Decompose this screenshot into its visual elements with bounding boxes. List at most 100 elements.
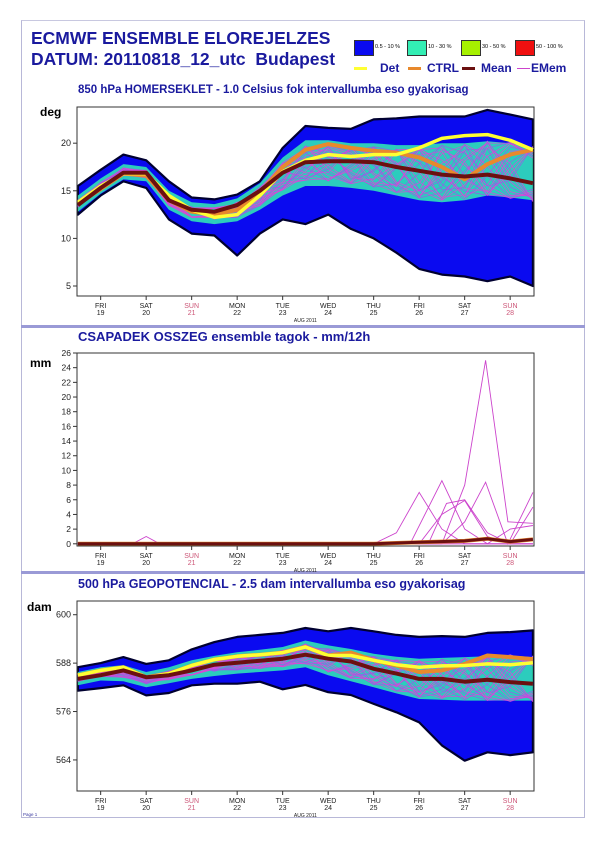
x-tick-date: 28 [506,310,514,317]
precip-chart-title: CSAPADEK OSSZEG ensemble tagok - mm/12h [78,329,371,344]
x-tick-date: 24 [324,560,332,567]
x-tick-weekday: FRI [414,553,425,560]
x-tick-weekday: THU [366,303,380,310]
precip-plot-area [77,360,534,546]
x-tick-weekday: SUN [184,303,199,310]
x-tick-weekday: FRI [95,798,106,805]
legend-label-mean: Mean [481,61,512,75]
x-tick-date: 22 [233,560,241,567]
precip-chart: 02468101214161820222426FRI19SAT20SUN21MO… [62,348,535,574]
y-tick-label: 20 [61,138,71,148]
y-tick-label: 22 [62,377,72,387]
x-tick-weekday: TUE [276,303,290,310]
x-axis-month-label: AUG 2011 [294,318,317,324]
x-tick-date: 20 [142,310,150,317]
y-tick-label: 2 [66,524,71,534]
y-tick-label: 15 [61,186,71,196]
x-tick-weekday: WED [320,798,336,805]
x-tick-weekday: MON [229,553,245,560]
legend-label-det: Det [380,61,400,75]
ensemble-member-line [77,479,533,545]
x-tick-date: 26 [415,310,423,317]
x-tick-weekday: SUN [503,798,518,805]
x-tick-weekday: FRI [414,303,425,310]
x-tick-date: 20 [142,805,150,812]
page-number: Page 1 [23,812,38,817]
x-tick-weekday: FRI [95,303,106,310]
x-tick-weekday: FRI [95,553,106,560]
x-tick-date: 25 [370,805,378,812]
panel-divider [21,571,585,574]
y-tick-label: 18 [62,407,72,417]
x-tick-date: 25 [370,310,378,317]
legend-swatch-10-30 [407,40,427,56]
x-tick-weekday: WED [320,303,336,310]
ensemble-member-line [77,360,533,545]
y-tick-label: 8 [66,480,71,490]
x-tick-date: 23 [279,310,287,317]
temp-plot-frame [76,106,535,297]
x-tick-weekday: SAT [140,798,154,805]
x-tick-date: 26 [415,805,423,812]
band-10-30 [77,140,533,225]
x-tick-date: 23 [279,805,287,812]
x-tick-date: 28 [506,560,514,567]
x-tick-weekday: TUE [276,553,290,560]
y-tick-label: 10 [62,465,72,475]
temp-chart-title: 850 hPa HOMERSEKLET - 1.0 Celsius fok in… [78,84,469,96]
legend-label: 0.5 - 10 % [375,44,401,50]
x-tick-date: 22 [233,805,241,812]
y-tick-label: 5 [66,281,71,291]
y-tick-label: 20 [62,392,72,402]
panel-divider [21,325,585,328]
geo-y-unit: dam [27,600,52,614]
precip-y-unit: mm [30,356,52,370]
x-tick-date: 19 [97,805,105,812]
x-tick-weekday: SAT [140,553,154,560]
x-tick-date: 22 [233,310,241,317]
y-tick-label: 6 [66,495,71,505]
temp-chart: 5101520FRI19SAT20SUN21MON22TUE23WED24THU… [61,106,535,324]
x-tick-date: 23 [279,560,287,567]
legend-line-emem [517,68,530,69]
y-tick-label: 0 [66,539,71,549]
legend-label: 10 - 30 % [428,44,452,50]
x-tick-date: 21 [188,560,196,567]
y-tick-label: 564 [56,755,71,765]
ensemble-member-line [77,481,534,545]
x-tick-date: 21 [188,805,196,812]
legend-swatch-0-5-10 [354,40,374,56]
x-tick-date: 27 [461,560,469,567]
mean-line [77,159,534,214]
y-tick-label: 24 [62,363,72,373]
page-frame [21,20,585,818]
x-tick-weekday: SUN [184,553,199,560]
y-tick-label: 14 [62,436,72,446]
temp-plot-area [77,108,534,288]
legend-label: 30 - 50 % [482,44,506,50]
y-tick-label: 10 [61,233,71,243]
x-axis-month-label: AUG 2011 [294,813,317,819]
x-tick-weekday: SAT [458,798,472,805]
precip-plot-frame [76,352,535,547]
x-tick-weekday: THU [366,798,380,805]
x-tick-date: 19 [97,560,105,567]
forecast-date: DATUM: 20110818_12_utc Budapest [31,49,336,69]
x-tick-date: 20 [142,560,150,567]
x-tick-date: 27 [461,310,469,317]
x-tick-weekday: FRI [414,798,425,805]
x-tick-weekday: SUN [503,553,518,560]
x-tick-weekday: THU [366,553,380,560]
legend-swatch-50-100 [515,40,535,56]
x-tick-weekday: SAT [458,553,472,560]
x-axis-month-label: AUG 2011 [294,568,317,574]
x-tick-date: 24 [324,310,332,317]
x-tick-weekday: SAT [140,303,154,310]
geo-chart: 564576588600FRI19SAT20SUN21MON22TUE23WED… [56,600,535,819]
y-tick-label: 600 [56,610,71,620]
mean-line [77,652,534,686]
x-tick-date: 21 [188,310,196,317]
y-tick-label: 16 [62,421,72,431]
x-tick-date: 24 [324,805,332,812]
